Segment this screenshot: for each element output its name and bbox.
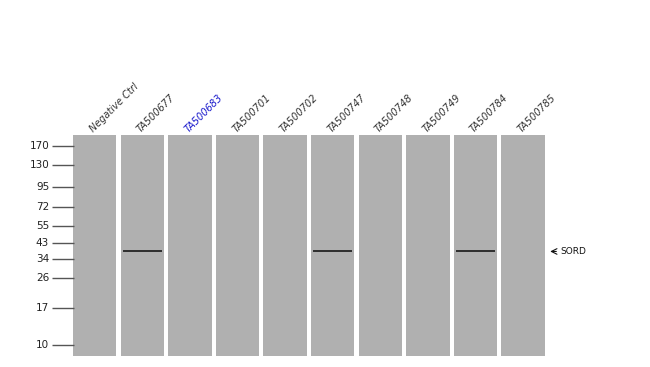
Bar bbox=[406, 135, 450, 356]
Text: 170: 170 bbox=[29, 141, 49, 152]
Bar bbox=[168, 135, 212, 356]
Bar bbox=[456, 251, 495, 252]
Text: 17: 17 bbox=[36, 303, 49, 313]
Text: SORD: SORD bbox=[561, 247, 586, 256]
Text: TA500683: TA500683 bbox=[183, 92, 225, 134]
Text: 55: 55 bbox=[36, 221, 49, 230]
Bar bbox=[12, 135, 545, 356]
Text: TA500747: TA500747 bbox=[326, 92, 367, 134]
Bar bbox=[121, 135, 164, 356]
Bar bbox=[263, 135, 307, 356]
Text: 10: 10 bbox=[36, 340, 49, 350]
Text: TA500784: TA500784 bbox=[469, 92, 510, 134]
Bar bbox=[454, 135, 497, 356]
Text: TA500749: TA500749 bbox=[421, 92, 463, 134]
Text: 34: 34 bbox=[36, 254, 49, 264]
Bar bbox=[311, 135, 354, 356]
Text: TA500785: TA500785 bbox=[516, 92, 558, 134]
Bar bbox=[359, 135, 402, 356]
Bar bbox=[123, 251, 162, 252]
Text: 130: 130 bbox=[29, 160, 49, 170]
Text: TA500677: TA500677 bbox=[135, 92, 177, 134]
Text: 72: 72 bbox=[36, 201, 49, 212]
Bar bbox=[73, 135, 116, 356]
Bar bbox=[501, 135, 545, 356]
Text: 26: 26 bbox=[36, 273, 49, 283]
Text: 95: 95 bbox=[36, 182, 49, 192]
Text: TA500748: TA500748 bbox=[373, 92, 415, 134]
Bar bbox=[313, 251, 352, 252]
Text: TA500701: TA500701 bbox=[231, 92, 272, 134]
Text: Negative Ctrl: Negative Ctrl bbox=[88, 81, 140, 134]
Text: 43: 43 bbox=[36, 238, 49, 248]
Bar bbox=[216, 135, 259, 356]
Text: TA500702: TA500702 bbox=[278, 92, 320, 134]
